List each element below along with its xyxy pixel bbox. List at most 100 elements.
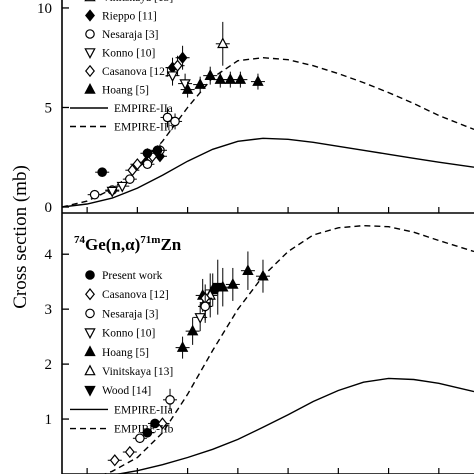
legend-marker xyxy=(85,270,95,280)
data-point xyxy=(257,269,269,281)
plot-area xyxy=(62,21,474,208)
legend-label: Nesaraja [3] xyxy=(102,308,159,320)
legend-entry: Hoang [5] xyxy=(84,83,149,97)
y-tick-label: 1 xyxy=(45,412,53,428)
legend-label: Konno [10] xyxy=(102,328,155,340)
legend-entry: Vinitskaya [13] xyxy=(84,364,173,378)
data-point xyxy=(242,264,254,275)
legend-entry: Rieppo [11] xyxy=(85,9,157,23)
plot-area xyxy=(102,224,474,474)
data-point xyxy=(132,158,143,171)
data-point xyxy=(106,186,118,198)
y-tick-label: 0 xyxy=(45,200,53,216)
legend-entry: Vinitskaya [13] xyxy=(84,0,173,4)
legend-label: Rieppo [11] xyxy=(102,11,157,23)
legend-label: EMPIRE-IIa xyxy=(114,103,173,115)
legend-entry: Hoang [5] xyxy=(84,345,149,359)
y-tick-label: 3 xyxy=(45,302,53,318)
legend-marker xyxy=(84,0,96,2)
data-point xyxy=(176,341,189,352)
y-tick-label: 2 xyxy=(45,357,53,373)
data-point xyxy=(109,454,120,467)
legend-entry: Casanova [12] xyxy=(85,288,169,301)
y-tick-label: 5 xyxy=(45,100,53,116)
data-point xyxy=(181,83,194,94)
data-point xyxy=(227,277,239,289)
legend-marker xyxy=(85,29,95,39)
title-reaction: Ge(n,α) xyxy=(85,235,140,254)
legend-marker xyxy=(85,288,95,301)
data-point xyxy=(224,73,237,84)
legend-marker xyxy=(85,64,95,78)
legend-entry: Casanova [12] xyxy=(85,64,169,78)
data-point xyxy=(166,71,179,83)
legend-marker xyxy=(84,385,96,397)
legend-entry: Konno [10] xyxy=(84,48,155,60)
lower-panel: 1 2 3 4 Present work Casanova [12] Nesaraja [3… xyxy=(45,213,474,474)
y-tick-label: 4 xyxy=(45,247,53,263)
data-point xyxy=(152,145,163,156)
data-point xyxy=(186,324,199,336)
upper-panel: 0 5 10 Vinitskaya [13] Rieppo [11] Nesaraja [… xyxy=(37,0,474,216)
title-product: Zn xyxy=(160,235,181,254)
data-point xyxy=(142,427,153,438)
data-point xyxy=(116,181,128,193)
data-point xyxy=(127,164,138,177)
data-point xyxy=(162,112,173,123)
title-product-mass: 71m xyxy=(140,234,160,246)
legend-label: Wood [14] xyxy=(102,385,151,397)
legend-marker xyxy=(84,83,96,94)
legend-label: Konno [10] xyxy=(102,48,155,60)
legend-marker xyxy=(84,328,96,340)
data-point xyxy=(194,313,206,324)
data-point xyxy=(142,148,153,159)
y-tick-label: 10 xyxy=(37,1,52,17)
legend-entry: EMPIRE-IIa xyxy=(70,103,173,115)
legend-entry: Present work xyxy=(85,270,163,282)
legend-entry: Wood [14] xyxy=(84,385,151,397)
data-point xyxy=(234,73,247,84)
data-point xyxy=(177,51,188,64)
legend-label: Vinitskaya [13] xyxy=(102,366,173,378)
data-point xyxy=(89,189,100,200)
legend-marker xyxy=(84,364,96,376)
legend-marker xyxy=(85,9,95,22)
legend-entry: Konno [10] xyxy=(84,328,155,340)
legend-label: EMPIRE-IIa xyxy=(114,404,173,416)
legend-entry: EMPIRE-IIb xyxy=(70,122,174,134)
data-point xyxy=(97,167,107,177)
legend-entry: Nesaraja [3] xyxy=(85,29,159,41)
legend-marker xyxy=(84,48,96,59)
data-point xyxy=(157,417,168,430)
data-point xyxy=(214,73,226,84)
data-point xyxy=(200,301,210,312)
data-point xyxy=(252,75,264,86)
legend-label: Nesaraja [3] xyxy=(102,29,159,41)
data-point xyxy=(125,174,135,184)
legend-marker xyxy=(85,308,95,319)
data-point xyxy=(142,159,153,170)
data-point xyxy=(217,37,229,49)
legend-label: Casanova [12] xyxy=(102,66,169,78)
legend-entry: EMPIRE-IIb xyxy=(70,424,174,436)
y-axis-label: Cross section (mb) xyxy=(10,165,31,309)
data-point xyxy=(194,78,206,89)
data-point xyxy=(135,433,145,444)
legend-label: EMPIRE-IIb xyxy=(114,122,174,134)
empire-iia-curve xyxy=(114,377,474,474)
data-point xyxy=(124,445,135,459)
legend-entry: EMPIRE-IIa xyxy=(70,404,173,416)
legend-label: Casanova [12] xyxy=(102,289,169,301)
legend-label: EMPIRE-IIb xyxy=(114,424,174,436)
legend-entry: Nesaraja [3] xyxy=(85,308,159,320)
legend-label: Vinitskaya [13] xyxy=(102,0,173,4)
data-point xyxy=(165,395,175,405)
data-point xyxy=(172,59,183,72)
data-point xyxy=(212,282,224,294)
title-mass-number: 74 xyxy=(74,234,86,246)
legend-label: Hoang [5] xyxy=(102,347,149,359)
legend-label: Present work xyxy=(102,270,163,282)
data-point xyxy=(170,116,180,127)
data-point xyxy=(204,69,216,80)
